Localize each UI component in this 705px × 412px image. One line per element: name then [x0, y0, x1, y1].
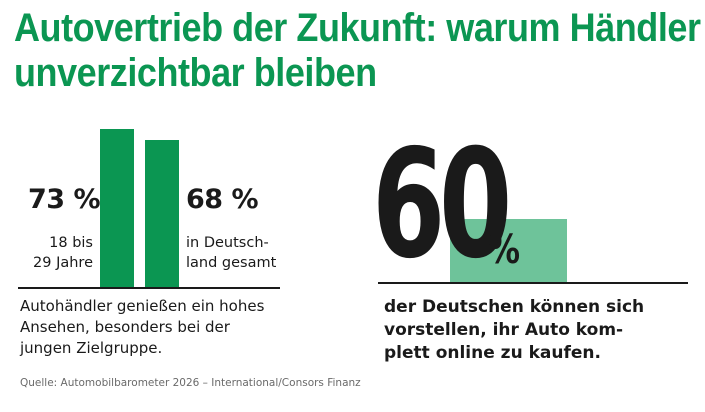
- annotation-line: jungen Zielgruppe.: [20, 339, 163, 357]
- stat-annotation: der Deutschen können sich vorstellen, ih…: [384, 296, 644, 365]
- annotation-line: Autohändler genießen ein hohes: [20, 297, 265, 315]
- source-note: Quelle: Automobilbarometer 2026 – Intern…: [20, 377, 361, 389]
- annotation-line: Ansehen, besonders bei der: [20, 318, 230, 336]
- chart-annotation: Autohändler genießen ein hohes Ansehen, …: [20, 296, 264, 359]
- annotation-line: plett online zu kaufen.: [384, 343, 601, 363]
- chart-baseline: [18, 287, 280, 289]
- big-number: 60: [372, 118, 512, 292]
- category-line: 29 Jahre: [33, 255, 93, 271]
- category-line: in Deutsch-: [186, 235, 269, 251]
- value-label-gesamt: 68 %: [186, 184, 259, 215]
- value-label-18-29: 73 %: [28, 184, 101, 215]
- title-line-2: unverzichtbar bleiben: [14, 51, 377, 95]
- page-title: Autovertrieb der Zukunft: warum Händler …: [14, 6, 701, 96]
- big-percent-sign: %: [488, 227, 521, 273]
- title-line-1: Autovertrieb der Zukunft: warum Händler: [14, 6, 701, 50]
- annotation-line: der Deutschen können sich: [384, 297, 645, 317]
- bar-deutschland-gesamt: [145, 140, 179, 287]
- bar-18-29: [100, 129, 134, 287]
- stat-baseline: [378, 282, 688, 284]
- category-line: 18 bis: [49, 235, 93, 251]
- annotation-line: vorstellen, ihr Auto kom-: [384, 320, 624, 340]
- category-line: land gesamt: [186, 255, 277, 271]
- percentage-fill-bar: [450, 219, 567, 283]
- category-label-18-29: 18 bis 29 Jahre: [33, 233, 93, 273]
- category-label-gesamt: in Deutsch- land gesamt: [186, 233, 276, 273]
